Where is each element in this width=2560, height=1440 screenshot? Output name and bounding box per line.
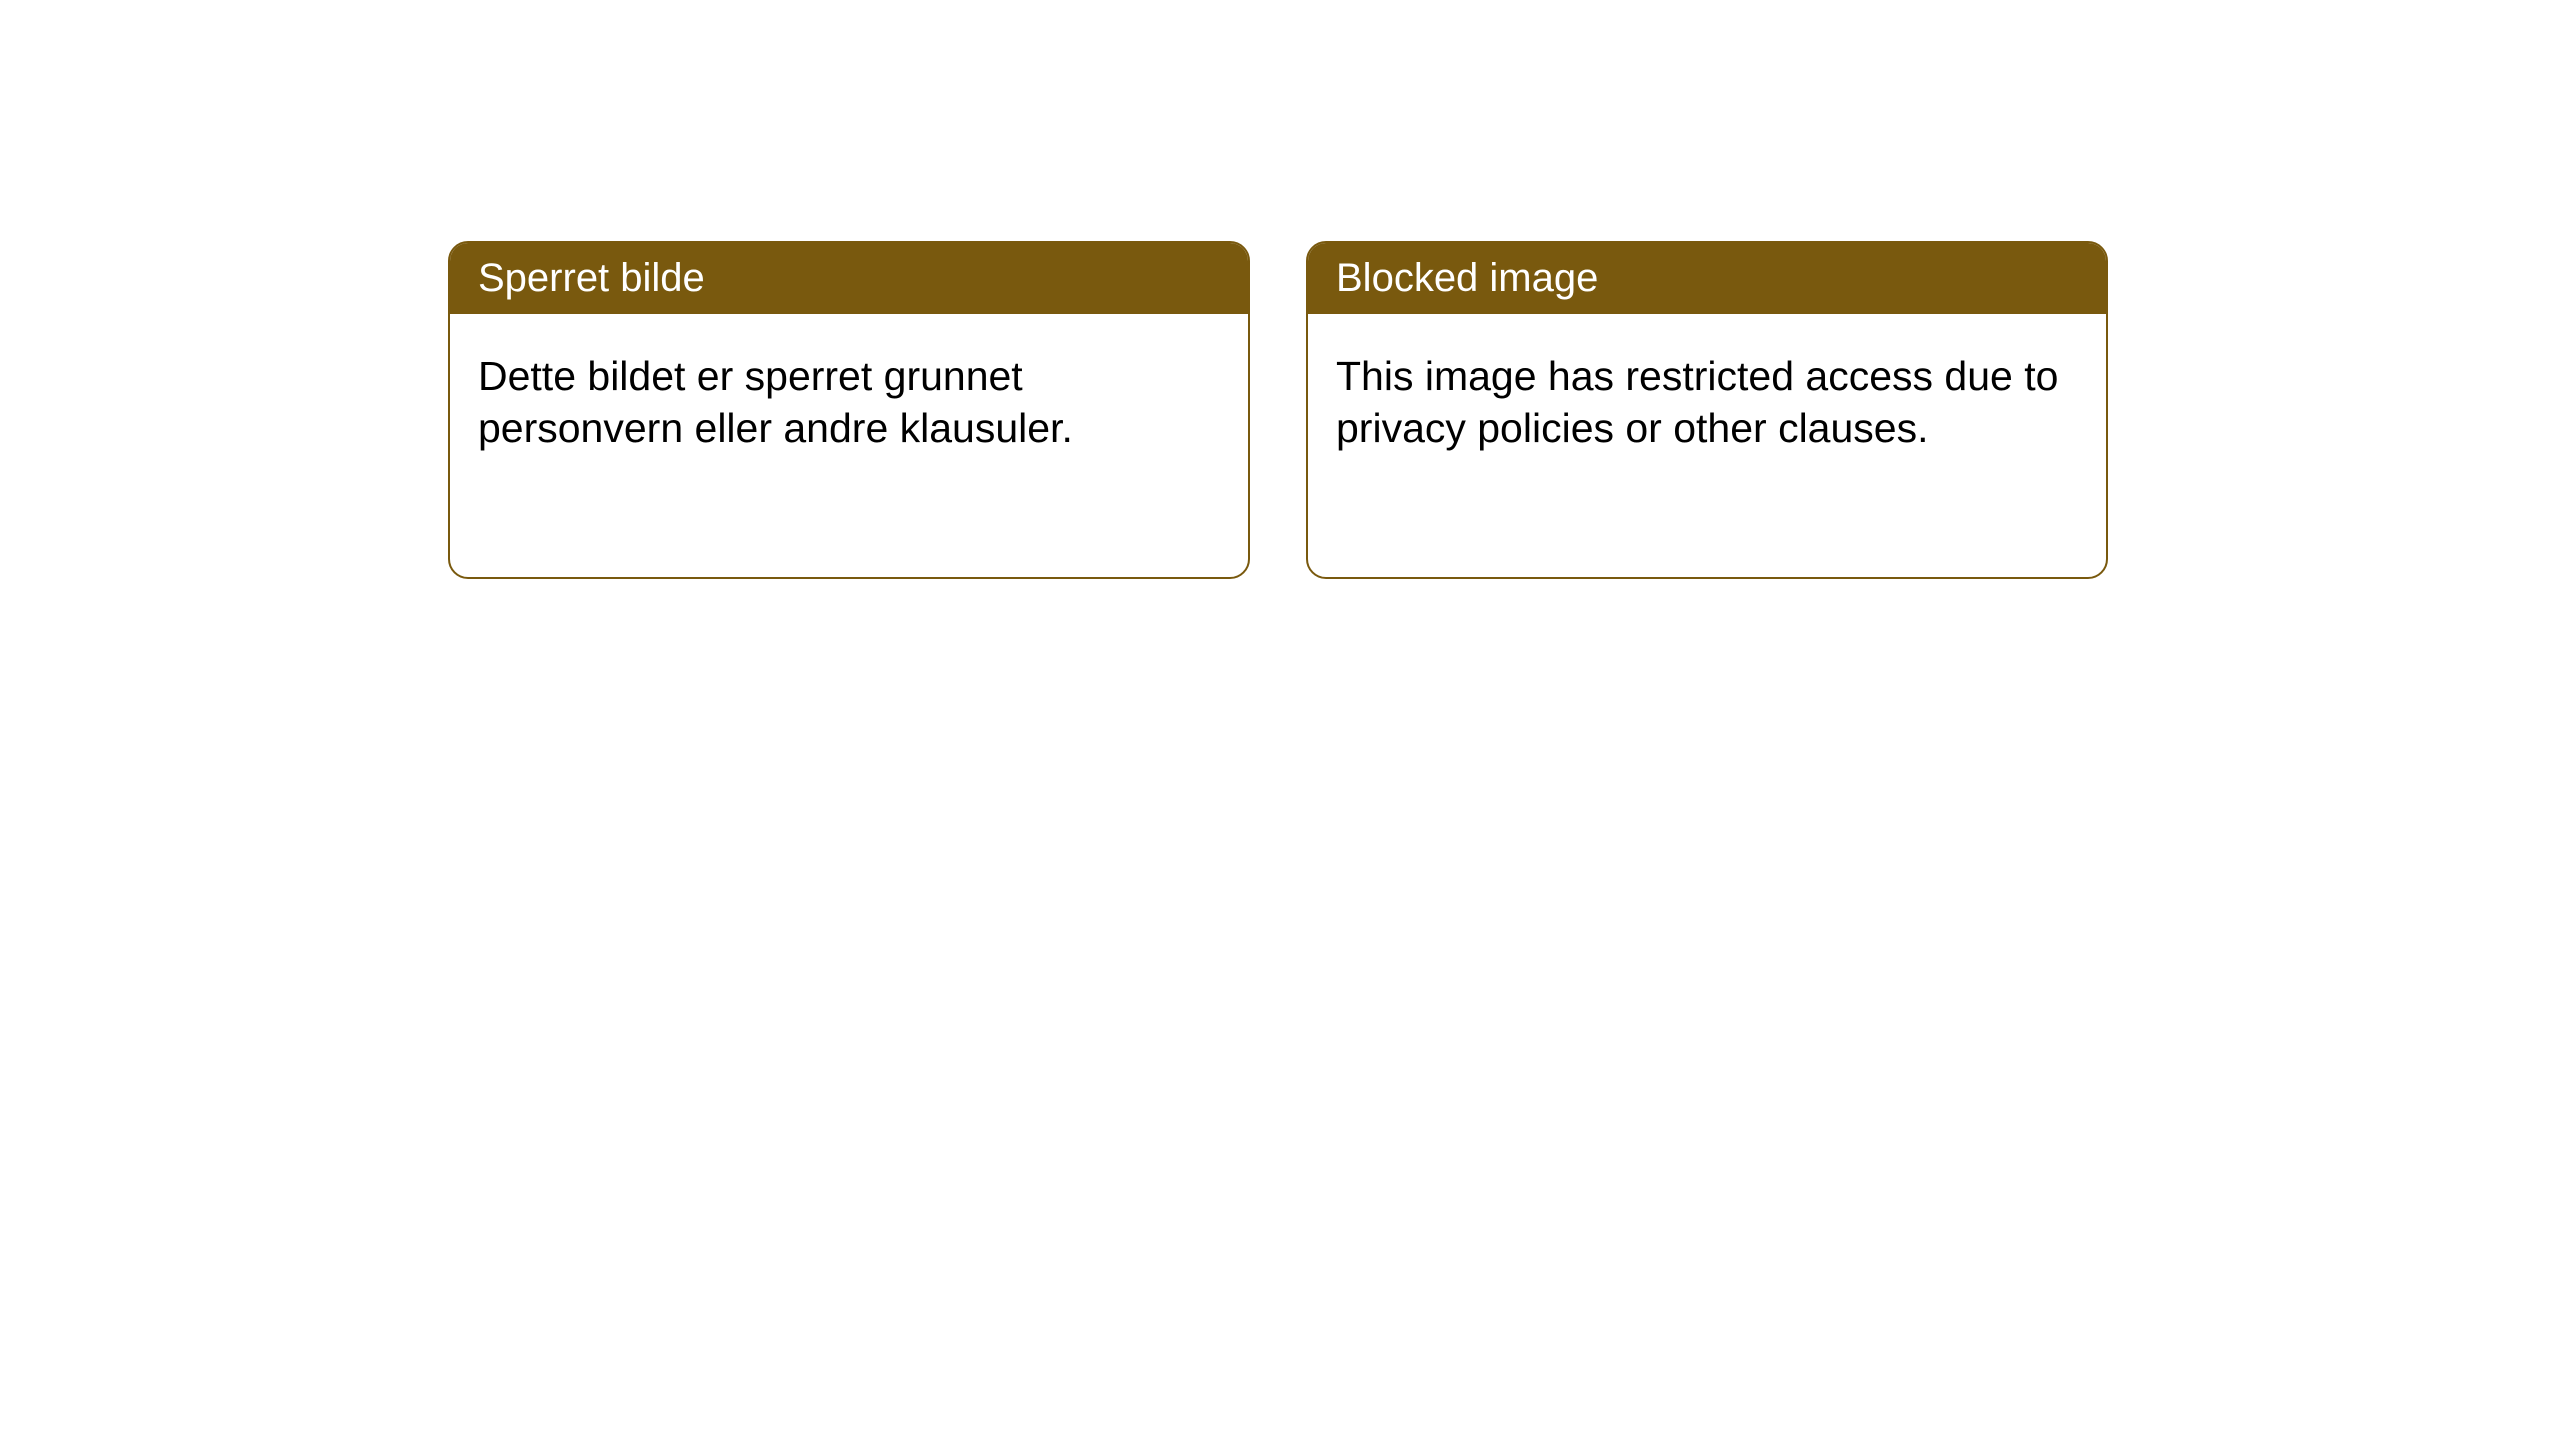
- notice-container: Sperret bilde Dette bildet er sperret gr…: [0, 0, 2560, 579]
- notice-box-norwegian: Sperret bilde Dette bildet er sperret gr…: [448, 241, 1250, 579]
- notice-body: This image has restricted access due to …: [1308, 314, 2106, 491]
- notice-header: Sperret bilde: [450, 243, 1248, 314]
- notice-box-english: Blocked image This image has restricted …: [1306, 241, 2108, 579]
- notice-header: Blocked image: [1308, 243, 2106, 314]
- notice-body: Dette bildet er sperret grunnet personve…: [450, 314, 1248, 491]
